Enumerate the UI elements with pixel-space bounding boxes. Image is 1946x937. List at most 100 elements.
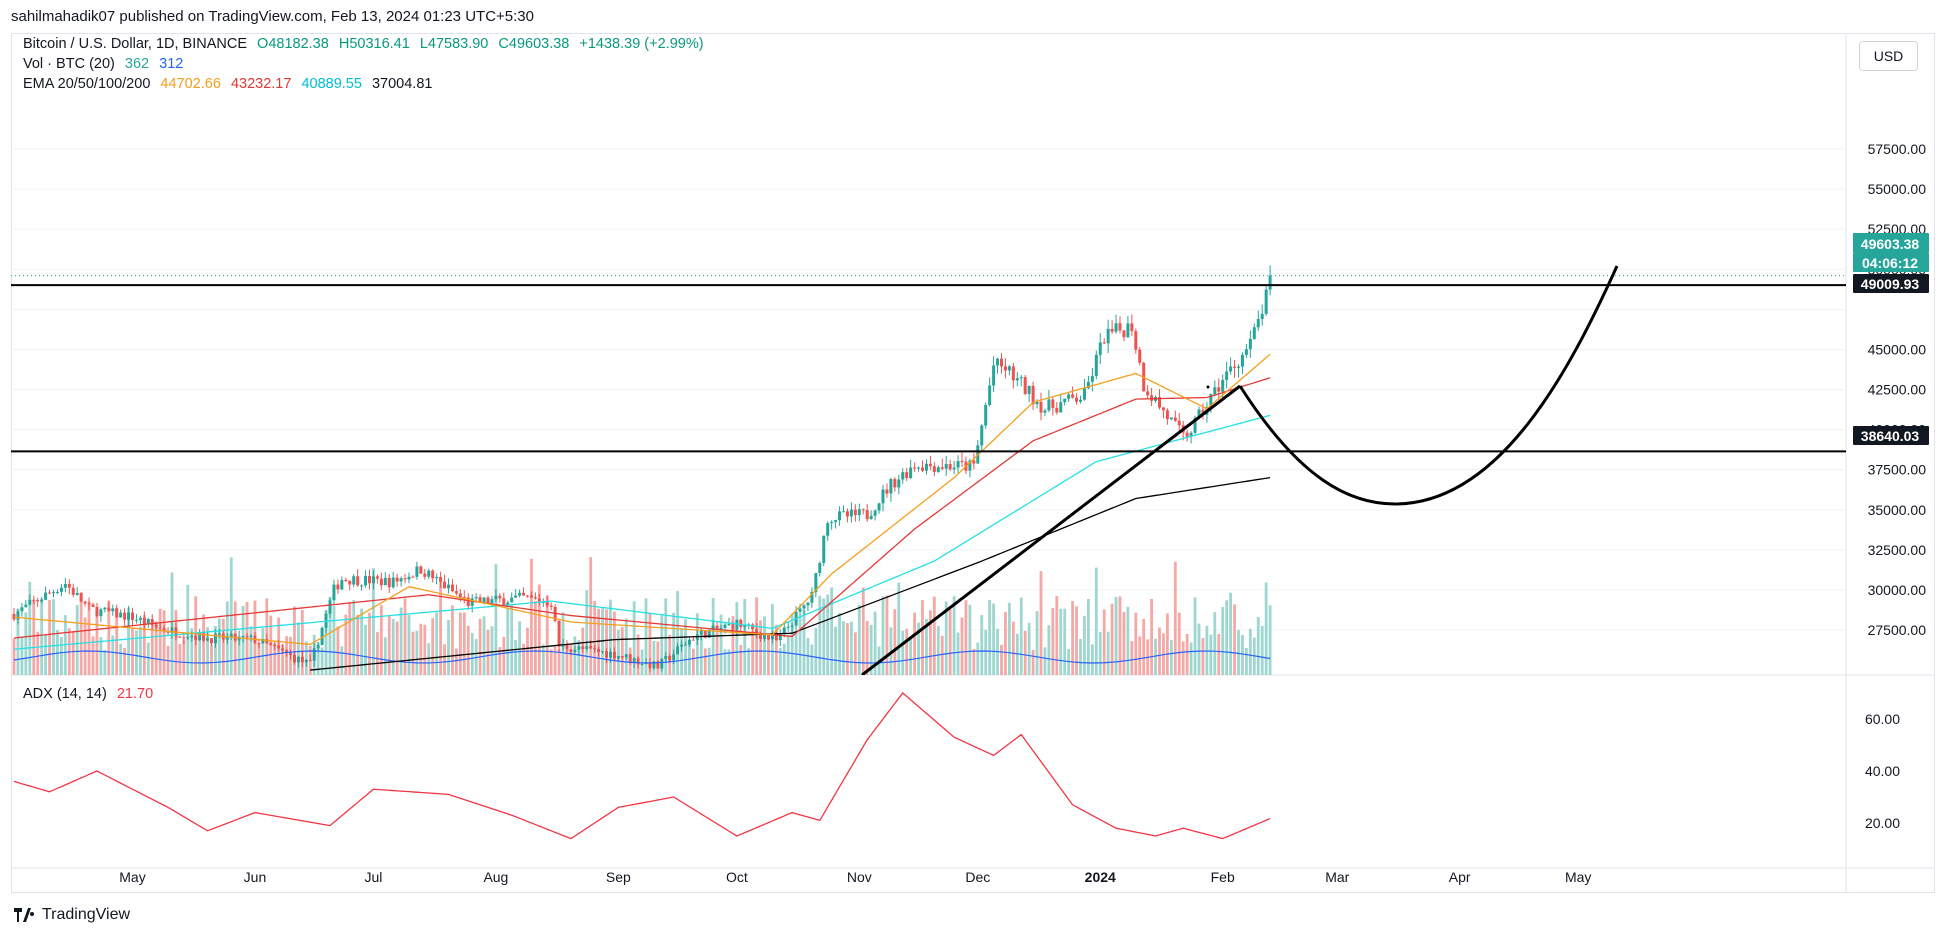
candle-body (605, 651, 608, 658)
candle-body (873, 510, 877, 516)
candle-body (119, 612, 123, 618)
time-axis-label: Nov (847, 869, 872, 885)
candle-body (727, 624, 731, 626)
candle-body (589, 646, 593, 649)
candle-body (494, 595, 498, 600)
candle-body (601, 651, 605, 653)
time-axis-label: May (119, 869, 145, 885)
candle-body (1240, 354, 1244, 367)
candle-body (992, 365, 996, 386)
volume-bar (154, 621, 158, 675)
volume-bar (490, 626, 494, 675)
legend-ema200: 37004.81 (371, 76, 433, 92)
volume-bar (980, 615, 984, 675)
legend-ema-label[interactable]: EMA 20/50/100/200 (23, 76, 151, 92)
volume-bar (913, 612, 916, 675)
candle-body (1165, 410, 1169, 420)
volume-bar (281, 644, 284, 675)
volume-bar (379, 605, 383, 675)
candle-body (711, 625, 715, 630)
volume-bar (944, 601, 948, 675)
candle-body (676, 646, 680, 655)
volume-bar (1000, 644, 1003, 675)
volume-bar (455, 648, 458, 675)
volume-bar (127, 607, 130, 675)
candle-body (1003, 366, 1007, 371)
candle-body (296, 656, 300, 663)
candle-body (1130, 323, 1134, 332)
legend-symbol-row: Bitcoin / U.S. Dollar, 1D, BINANCE O4818… (23, 36, 710, 52)
candle-body (640, 664, 644, 666)
time-axis-label: May (1565, 869, 1591, 885)
volume-bar (510, 604, 514, 675)
volume-bar (873, 611, 877, 675)
currency-button[interactable]: USD (1859, 41, 1918, 71)
candle-body (1114, 323, 1118, 332)
volume-bar (632, 601, 636, 675)
candle-body (158, 627, 162, 629)
candle-body (289, 653, 292, 655)
volume-bar (36, 631, 40, 675)
candle-body (1150, 395, 1154, 401)
legend-ema50: 43232.17 (230, 76, 292, 92)
candle-body (356, 576, 360, 586)
volume-bar (814, 627, 818, 675)
volume-bar (747, 648, 751, 675)
candle-body (150, 619, 154, 625)
ema200-line (310, 476, 1271, 671)
legend-adx-label[interactable]: ADX (14, 14) (23, 686, 107, 702)
volume-bar (565, 649, 569, 675)
volume-bar (99, 637, 103, 675)
candle-body (103, 607, 107, 610)
candle-body (865, 510, 869, 520)
volume-bar (257, 643, 261, 675)
candle-body (909, 467, 913, 479)
candle-body (273, 644, 277, 646)
volume-bar (537, 584, 541, 675)
legend-volume-label[interactable]: Vol · BTC (20) (23, 56, 115, 72)
candle-body (371, 576, 375, 584)
legend-symbol[interactable]: Bitcoin / U.S. Dollar, 1D, BINANCE (23, 36, 248, 52)
candle-body (1260, 313, 1264, 320)
candle-body (328, 600, 332, 614)
candle-body (620, 656, 624, 658)
candle-body (202, 631, 206, 641)
candle-body (1043, 410, 1047, 413)
candle-body (585, 646, 589, 649)
candle-body (269, 643, 273, 645)
volume-bar (541, 644, 545, 675)
volume-bar (1114, 596, 1118, 675)
candle-body (198, 631, 202, 641)
legend-high: H50316.41 (338, 36, 410, 52)
volume-bar (79, 595, 83, 675)
candle-body (431, 570, 435, 579)
volume-bar (186, 584, 190, 675)
candle-body (1221, 379, 1225, 392)
candle-body (510, 597, 514, 603)
volume-bar (861, 587, 865, 675)
candle-body (213, 633, 217, 644)
volume-bar (1264, 582, 1268, 675)
volume-bar (506, 608, 510, 675)
candle-body (549, 605, 553, 607)
candle-body (565, 644, 569, 650)
candle-body (522, 592, 526, 596)
time-axis-label: 2024 (1085, 869, 1116, 885)
tradingview-logo[interactable]: TradingView (14, 906, 130, 924)
volume-bar (1260, 625, 1264, 675)
candle-body (581, 646, 585, 649)
volume-bar (573, 636, 577, 675)
volume-bar (115, 607, 119, 675)
volume-bar (320, 647, 324, 675)
volume-bar (1063, 608, 1067, 675)
price-axis-label: 32500.00 (1868, 542, 1927, 558)
candle-body (766, 635, 770, 640)
volume-bar (751, 630, 755, 675)
candle-body (770, 635, 774, 640)
volume-bar (1027, 622, 1031, 675)
volume-bar (1122, 611, 1126, 675)
time-axis-label: Dec (965, 869, 990, 885)
candle-body (664, 655, 668, 659)
volume-bar (1134, 612, 1138, 675)
